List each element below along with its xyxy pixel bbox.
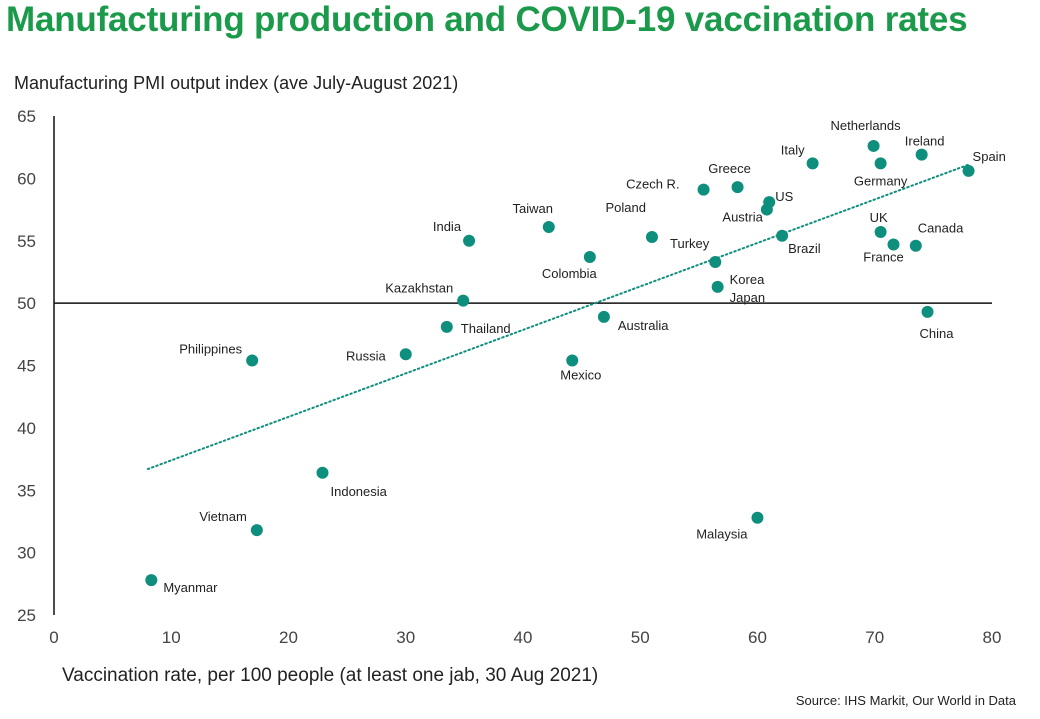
point-label-japan: Japan [730, 290, 765, 305]
trendline [146, 163, 970, 471]
y-tick-label: 30 [17, 544, 36, 563]
y-tick-label: 25 [17, 606, 36, 625]
x-tick-label: 30 [396, 628, 415, 647]
point-label-thailand: Thailand [461, 321, 511, 336]
data-point-brazil [776, 229, 789, 242]
data-point-russia [399, 348, 412, 361]
point-label-austria: Austria [722, 210, 763, 225]
point-label-indonesia: Indonesia [331, 484, 388, 499]
x-tick-label: 20 [279, 628, 298, 647]
data-point-netherlands [867, 139, 880, 152]
data-point-colombia [583, 250, 596, 263]
x-tick-label: 70 [865, 628, 884, 647]
chart-title: Manufacturing production and COVID-19 va… [6, 0, 968, 39]
point-label-kazakhstan: Kazakhstan [385, 281, 453, 296]
y-tick-label: 45 [17, 357, 36, 376]
point-label-spain: Spain [973, 149, 1006, 164]
point-label-turkey: Turkey [670, 236, 710, 251]
data-point-malaysia [751, 511, 764, 524]
data-point-taiwan [542, 221, 555, 234]
data-point-greece [731, 181, 744, 194]
point-label-italy: Italy [781, 142, 805, 157]
point-label-france: France [863, 249, 903, 264]
y-tick-label: 35 [17, 481, 36, 500]
data-point-italy [806, 157, 819, 170]
data-point-france [887, 238, 900, 251]
data-point-czech-r [697, 183, 710, 196]
point-label-russia: Russia [346, 348, 387, 363]
point-label-china: China [920, 326, 955, 341]
point-label-brazil: Brazil [788, 241, 821, 256]
data-point-india [463, 234, 476, 247]
point-label-philippines: Philippines [179, 342, 242, 357]
point-label-australia: Australia [618, 318, 669, 333]
data-point-korea [711, 280, 724, 293]
point-label-us: US [775, 189, 793, 204]
x-axis-label: Vaccination rate, per 100 people (at lea… [62, 665, 599, 686]
data-point-austria [760, 203, 773, 216]
point-label-czech-r: Czech R. [626, 177, 679, 192]
point-label-mexico: Mexico [560, 368, 601, 383]
data-point-indonesia [316, 466, 329, 479]
y-tick-label: 55 [17, 232, 36, 251]
y-axis-label: Manufacturing PMI output index (ave July… [14, 73, 459, 93]
data-point-philippines [246, 354, 259, 367]
trendline-group [146, 163, 970, 471]
point-label-india: India [433, 219, 462, 234]
point-label-netherlands: Netherlands [831, 118, 902, 133]
point-label-colombia: Colombia [542, 266, 598, 281]
point-label-ireland: Ireland [905, 134, 945, 149]
x-tick-label: 0 [49, 628, 58, 647]
data-point-australia [597, 310, 610, 323]
y-tick-label: 40 [17, 419, 36, 438]
y-tick-label: 60 [17, 169, 36, 188]
source-note: Source: IHS Markit, Our World in Data [795, 693, 1016, 708]
data-point-vietnam [250, 524, 263, 537]
point-label-greece: Greece [708, 161, 751, 176]
data-point-germany [874, 157, 887, 170]
x-tick-label: 60 [748, 628, 767, 647]
point-label-canada: Canada [918, 221, 964, 236]
data-point-china [921, 305, 934, 318]
data-point-canada [909, 239, 922, 252]
axes: 25 30 35 40 45 50 55 60 65 0 10 20 30 40 50 60 70 80 [17, 107, 1001, 647]
y-tick-label: 65 [17, 107, 36, 126]
data-point-poland [645, 231, 658, 244]
y-tick-label: 50 [17, 294, 36, 313]
data-point-thailand [440, 320, 453, 333]
point-label-germany: Germany [854, 173, 908, 188]
point-label-taiwan: Taiwan [513, 201, 553, 216]
data-point-myanmar [145, 574, 158, 587]
point-label-korea: Korea [730, 272, 765, 287]
x-tick-label: 10 [162, 628, 181, 647]
x-tick-label: 50 [631, 628, 650, 647]
point-label-vietnam: Vietnam [199, 509, 246, 524]
data-point-mexico [566, 354, 579, 367]
point-label-malaysia: Malaysia [696, 527, 748, 542]
data-point-spain [962, 164, 975, 177]
point-label-uk: UK [870, 210, 888, 225]
point-label-myanmar: Myanmar [163, 580, 218, 595]
data-point-kazakhstan [457, 294, 470, 307]
x-tick-label: 80 [983, 628, 1002, 647]
data-point-uk [874, 226, 887, 239]
point-label-poland: Poland [605, 200, 645, 215]
data-point-turkey [709, 255, 722, 268]
x-tick-label: 40 [514, 628, 533, 647]
data-point-ireland [915, 148, 928, 161]
points-group [145, 139, 975, 587]
